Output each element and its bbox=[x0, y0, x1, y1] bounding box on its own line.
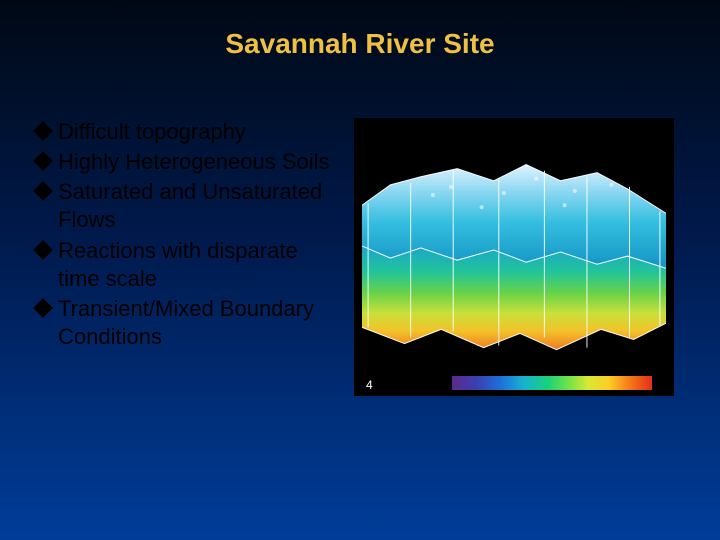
slide-content-row: Difficult topography Highly Heterogeneou… bbox=[36, 118, 684, 396]
bullet-item: Transient/Mixed Boundary Conditions bbox=[36, 295, 336, 351]
diamond-icon bbox=[33, 240, 53, 260]
bullet-list: Difficult topography Highly Heterogeneou… bbox=[36, 118, 336, 353]
diamond-icon bbox=[33, 121, 53, 141]
slide: Savannah River Site Difficult topography… bbox=[0, 0, 720, 540]
slide-title: Savannah River Site bbox=[36, 28, 684, 60]
bullet-text: Difficult topography bbox=[58, 118, 246, 146]
diamond-icon bbox=[33, 151, 53, 171]
diamond-icon bbox=[33, 181, 53, 201]
colorbar bbox=[452, 376, 652, 390]
terrain-figure: 4 bbox=[354, 118, 674, 396]
terrain-3d-render bbox=[362, 134, 666, 368]
bullet-text: Transient/Mixed Boundary Conditions bbox=[58, 295, 336, 351]
bullet-item: Difficult topography bbox=[36, 118, 336, 146]
bullet-item: Reactions with disparate time scale bbox=[36, 237, 336, 293]
diamond-icon bbox=[33, 298, 53, 318]
bullet-item: Highly Heterogeneous Soils bbox=[36, 148, 336, 176]
figure-corner-label: 4 bbox=[366, 378, 373, 392]
bullet-text: Reactions with disparate time scale bbox=[58, 237, 336, 293]
bullet-text: Saturated and Unsaturated Flows bbox=[58, 178, 336, 234]
bullet-item: Saturated and Unsaturated Flows bbox=[36, 178, 336, 234]
bullet-text: Highly Heterogeneous Soils bbox=[58, 148, 330, 176]
